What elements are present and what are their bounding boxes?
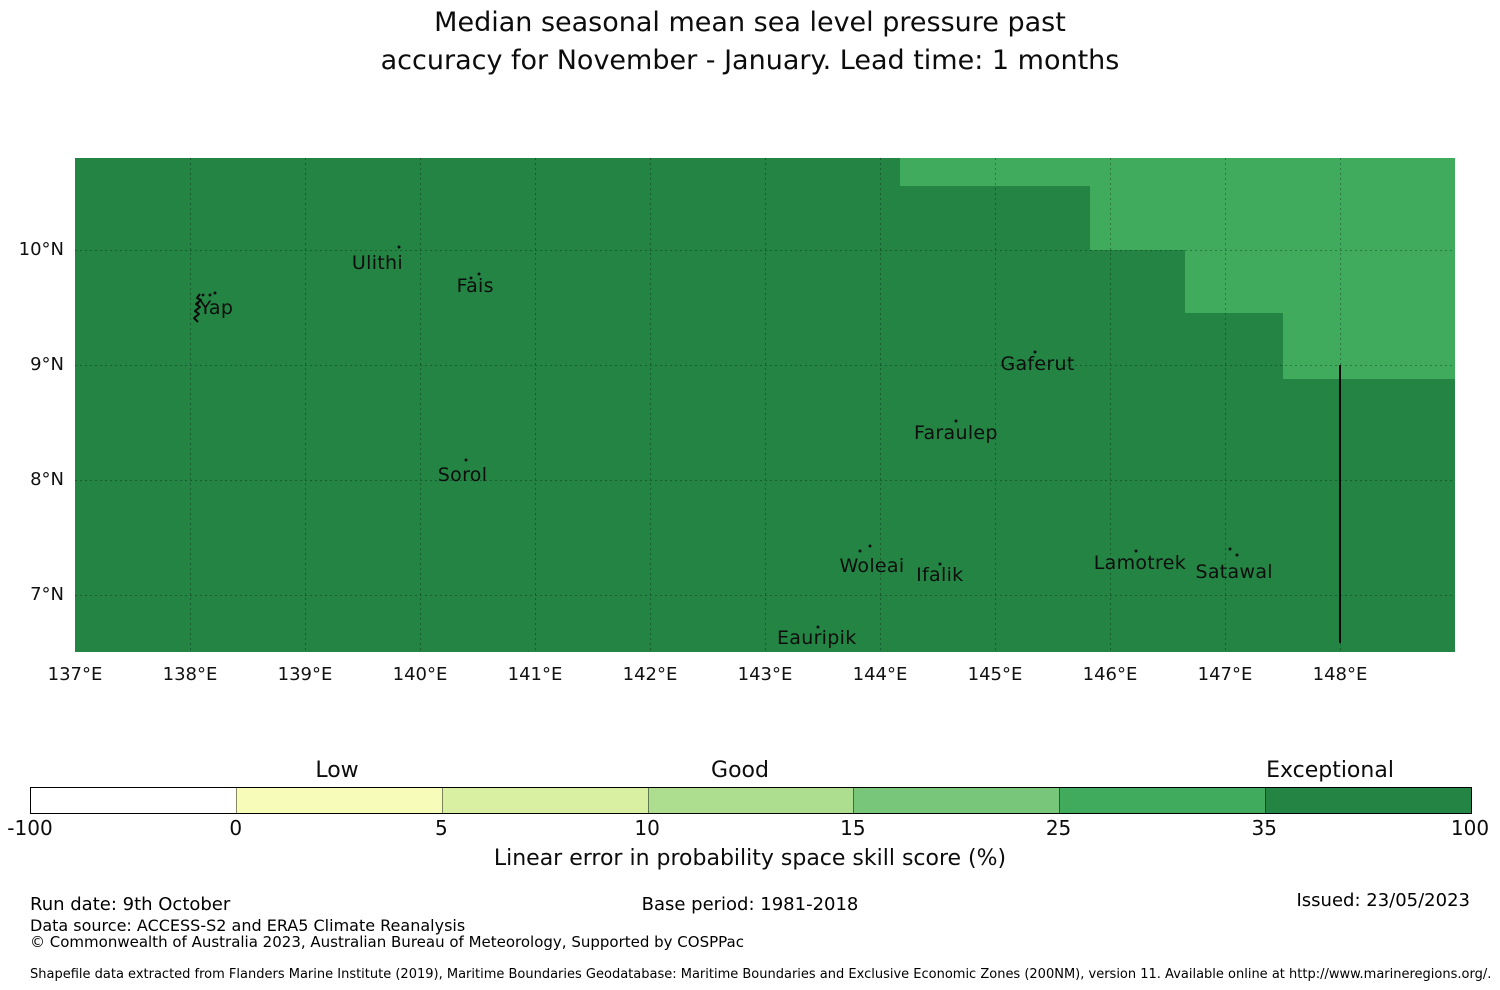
x-tick-label: 142°E — [622, 664, 678, 685]
y-tick-label: 9°N — [30, 354, 64, 375]
island-marker-dot — [816, 625, 820, 629]
colorbar-tick-label: 0 — [229, 816, 243, 840]
island-marker-dot — [868, 544, 872, 548]
colorbar-tick-label: 100 — [1450, 816, 1490, 840]
data-source-text: Data source: ACCESS-S2 and ERA5 Climate … — [30, 916, 466, 935]
colorbar-segment — [647, 788, 854, 813]
yap-island-shape — [186, 291, 218, 325]
island-label: Yap — [199, 296, 234, 319]
island-label: Ifalik — [916, 564, 964, 587]
island-marker-dot — [938, 562, 942, 566]
y-tick-label: 8°N — [30, 469, 64, 490]
island-marker-dot — [954, 419, 958, 423]
chart-title: Median seasonal mean sea level pressure … — [0, 4, 1500, 80]
island-marker-dot — [477, 272, 481, 276]
colorbar-tick-label: 5 — [435, 816, 448, 840]
y-tick-label: 10°N — [18, 239, 64, 260]
island-marker-dot — [397, 245, 401, 249]
colorbar-segment — [1265, 788, 1472, 813]
island-label: Lamotrek — [1093, 551, 1187, 574]
colorbar-tick-label: 25 — [1045, 816, 1072, 840]
colorbar-tick-label: 10 — [634, 816, 660, 840]
chart-title-line1: Median seasonal mean sea level pressure … — [434, 7, 1066, 38]
colorbar-segment — [1059, 788, 1266, 813]
island-marker-dot — [1228, 547, 1232, 551]
x-tick-label: 139°E — [277, 664, 333, 685]
x-tick-label: 138°E — [162, 664, 218, 685]
island-marker-dot — [208, 293, 212, 297]
island-marker-dot — [1033, 350, 1037, 354]
copyright-text: © Commonwealth of Australia 2023, Austra… — [30, 933, 744, 951]
gridline-vertical — [995, 158, 996, 652]
gridline-horizontal — [75, 365, 1455, 366]
colorbar-category-label: Good — [711, 758, 769, 783]
x-tick-label: 141°E — [507, 664, 563, 685]
x-tick-label: 144°E — [852, 664, 908, 685]
gridline-vertical — [650, 158, 651, 652]
island-label: Ulithi — [351, 251, 403, 274]
x-tick-label: 148°E — [1312, 664, 1368, 685]
colorbar-segment — [235, 788, 442, 813]
issued-date-text: Issued: 23/05/2023 — [1296, 890, 1470, 911]
island-label: Faraulep — [914, 421, 998, 444]
colorbar-category-label: Low — [315, 758, 359, 783]
colorbar-tick-label: 35 — [1251, 816, 1278, 840]
map-plot: Yap Ulithi Fais Sorol Gaferut Faraulep Woleai I… — [75, 158, 1455, 652]
x-tick-label: 146°E — [1082, 664, 1138, 685]
y-tick-label: 7°N — [30, 584, 64, 605]
gridline-horizontal — [75, 595, 1455, 596]
island-label: Eauripik — [776, 626, 857, 649]
skill-region-25-35 — [1090, 185, 1455, 250]
skill-region-25-35 — [1282, 313, 1455, 379]
colorbar-tick-label: -100 — [7, 816, 53, 840]
colorbar-segment — [441, 788, 648, 813]
gridline-vertical — [1110, 158, 1111, 652]
gridline-vertical — [305, 158, 306, 652]
gridline-vertical — [1225, 158, 1226, 652]
island-label: Woleai — [839, 555, 905, 578]
colorbar-category-label: Exceptional — [1266, 758, 1394, 783]
meridian-line — [1339, 365, 1341, 644]
base-period-text: Base period: 1981-2018 — [641, 894, 859, 915]
x-tick-label: 140°E — [392, 664, 448, 685]
island-marker-dot — [858, 549, 862, 553]
gridline-vertical — [880, 158, 881, 652]
island-label: Gaferut — [1000, 352, 1075, 375]
colorbar-tick-label: 15 — [840, 816, 866, 840]
island-label: Sorol — [437, 464, 488, 487]
shapefile-credit-text: Shapefile data extracted from Flanders M… — [30, 967, 1492, 982]
gridline-vertical — [420, 158, 421, 652]
island-label: Satawal — [1195, 561, 1273, 583]
colorbar-segment — [853, 788, 1060, 813]
gridline-horizontal — [75, 480, 1455, 481]
colorbar — [30, 787, 1472, 814]
colorbar-axis-label: Linear error in probability space skill … — [493, 846, 1007, 871]
x-tick-label: 137°E — [47, 664, 103, 685]
island-marker-dot — [213, 291, 217, 295]
gridline-horizontal — [75, 250, 1455, 251]
island-marker-dot — [464, 458, 468, 462]
gridline-vertical — [535, 158, 536, 652]
island-marker-dot — [1235, 553, 1238, 557]
island-label: Fais — [456, 274, 494, 297]
x-tick-label: 143°E — [737, 664, 793, 685]
skill-region-25-35 — [899, 158, 1455, 186]
x-tick-label: 147°E — [1197, 664, 1253, 685]
island-marker-dot — [469, 276, 473, 280]
island-marker-dot — [1134, 549, 1138, 553]
gridline-vertical — [190, 158, 191, 652]
x-tick-label: 145°E — [967, 664, 1023, 685]
chart-title-line2: accuracy for November - January. Lead ti… — [380, 45, 1120, 76]
skill-region-25-35 — [1184, 250, 1455, 314]
gridline-vertical — [765, 158, 766, 652]
colorbar-segment — [31, 788, 236, 813]
run-date-text: Run date: 9th October — [30, 894, 231, 915]
